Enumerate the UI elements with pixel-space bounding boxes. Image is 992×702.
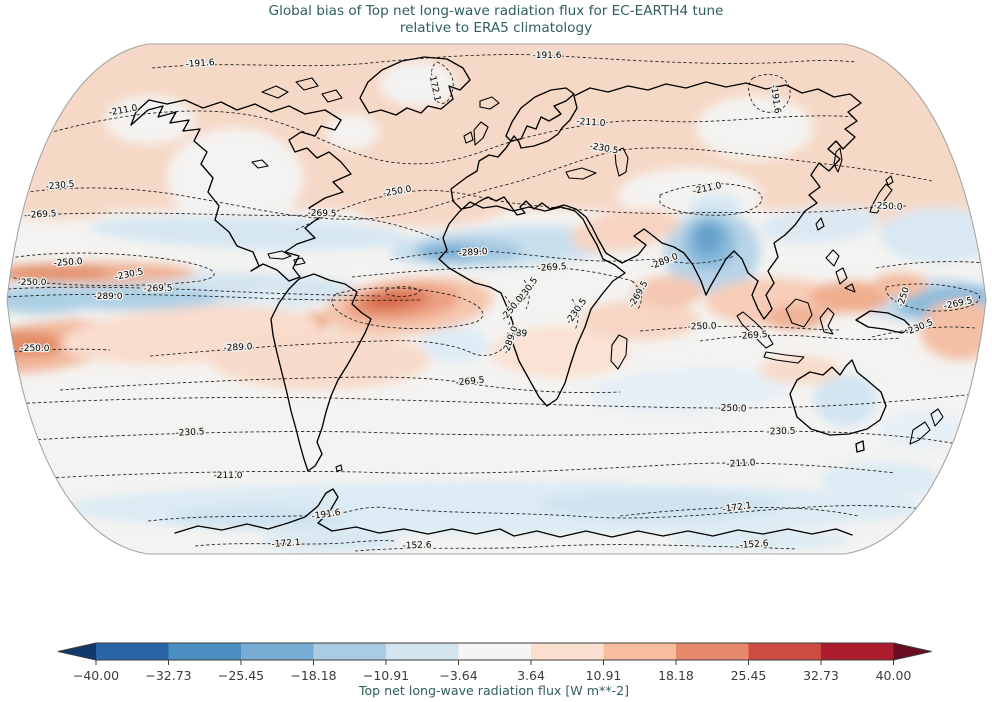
contour-label: -289 — [507, 329, 528, 340]
contour-label: -211.0 — [726, 458, 756, 470]
colorbar-segment — [386, 643, 459, 660]
coast-caribbean — [267, 250, 343, 472]
contour-label: -191.6 — [532, 51, 561, 61]
colorbar-tick-label: 25.45 — [731, 668, 767, 683]
colorbar-tick-label: −32.73 — [145, 668, 191, 683]
contour-label: -211.0 — [576, 117, 606, 129]
colorbar-tick-label: −3.64 — [439, 668, 477, 683]
title-line-2: relative to ERA5 climatology — [399, 20, 593, 36]
colorbar-tick-label: 3.64 — [517, 668, 545, 683]
colorbar-extend-right — [893, 643, 932, 660]
contour-label: -269.5 — [537, 262, 567, 274]
colorbar-segment — [313, 643, 387, 660]
coast-scandinavia — [505, 87, 575, 142]
colorbar-tick-label: −10.91 — [363, 668, 409, 683]
colorbar-segment — [168, 643, 242, 660]
colorbar-tick-label: −40.00 — [73, 668, 119, 683]
coast-australia — [789, 359, 887, 453]
contour-label: -152.6 — [739, 539, 769, 551]
coast-greenland — [359, 56, 471, 116]
bias-shading — [7, 44, 986, 552]
coast-iceland — [479, 96, 500, 110]
contour-label: -250.0 — [873, 201, 903, 213]
colorbar-segment — [531, 643, 604, 660]
contour-label: -250.0 — [20, 344, 49, 354]
title-line-1: Global bias of Top net long-wave radiati… — [268, 3, 724, 19]
contour-label: -269.5 — [455, 376, 485, 389]
contour-label: -191.6 — [185, 58, 215, 70]
coast-great-lakes — [251, 159, 269, 169]
contour-label: -269.5 — [143, 283, 172, 294]
coast-arctic-islands — [261, 77, 343, 103]
contour-label: -211.0 — [213, 471, 242, 481]
colorbar-tick-label: 10.91 — [586, 668, 622, 683]
colorbar-extend-left — [58, 643, 96, 660]
contour-label: -269.5 — [27, 209, 56, 221]
coast-japan — [833, 147, 894, 214]
coast-indonesia — [736, 298, 835, 364]
colorbar-segment — [676, 643, 749, 660]
colorbar-tick-label: −18.18 — [290, 668, 336, 683]
contour-label: -250.0 — [687, 321, 717, 332]
contour-lines — [7, 54, 986, 552]
contour-label: -289.0 — [458, 247, 488, 259]
contour-label: -250.0 — [53, 257, 83, 269]
contour-label: -230.5 — [766, 426, 795, 437]
colorbar-segment — [96, 643, 169, 660]
contour-label: -269.5 — [738, 330, 768, 342]
coast-north-america — [130, 99, 352, 282]
colorbar-tick-label: 40.00 — [876, 668, 912, 683]
contour-label: -230.5 — [175, 427, 204, 439]
coast-caspian-black-sea — [565, 147, 629, 180]
contour-label: -289.0 — [223, 342, 253, 354]
coastlines — [130, 56, 944, 538]
colorbar-axis-label: Top net long-wave radiation flux [W m**-… — [358, 683, 629, 698]
figure-title: Global bias of Top net long-wave radiati… — [0, 3, 992, 37]
contour-label: -250.0 — [17, 278, 46, 288]
colorbar: −40.00 −32.73 −25.45 −18.18 −10.91 −3.64 3.64 1… — [57, 642, 932, 683]
colorbar-tick-label: −25.45 — [218, 668, 264, 683]
contour-label: -191.6 — [919, 502, 950, 518]
colorbar-segment — [241, 643, 314, 660]
contour-label: -230.5 — [45, 180, 75, 193]
contour-label: -250.0 — [717, 403, 747, 414]
coast-madagascar — [610, 334, 628, 370]
coast-africa — [438, 201, 626, 407]
colorbar-segment — [458, 643, 532, 660]
coast-antarctica — [174, 488, 853, 538]
coast-philippines — [815, 217, 856, 293]
coast-britain — [463, 121, 489, 146]
colorbar-segment — [603, 643, 677, 660]
colorbar-tick-label: 18.18 — [658, 668, 694, 683]
colorbar-segment — [748, 643, 822, 660]
coast-eurasia — [450, 81, 862, 320]
contour-label: -172.1 — [271, 538, 301, 550]
coast-new-guinea — [855, 310, 913, 334]
coast-new-zealand — [909, 408, 944, 445]
map-interior: -191.6 -191.6 -172.1 -191.6 -211.0 -211.0 -211… — [7, 44, 986, 554]
contour-label: -152.6 — [402, 540, 432, 551]
colorbar-tick-label: 32.73 — [803, 668, 839, 683]
colorbar-segment — [821, 643, 894, 660]
contour-label: -269.5 — [307, 208, 336, 219]
contour-label: -289.0 — [93, 292, 122, 302]
coast-south-america — [270, 273, 372, 472]
